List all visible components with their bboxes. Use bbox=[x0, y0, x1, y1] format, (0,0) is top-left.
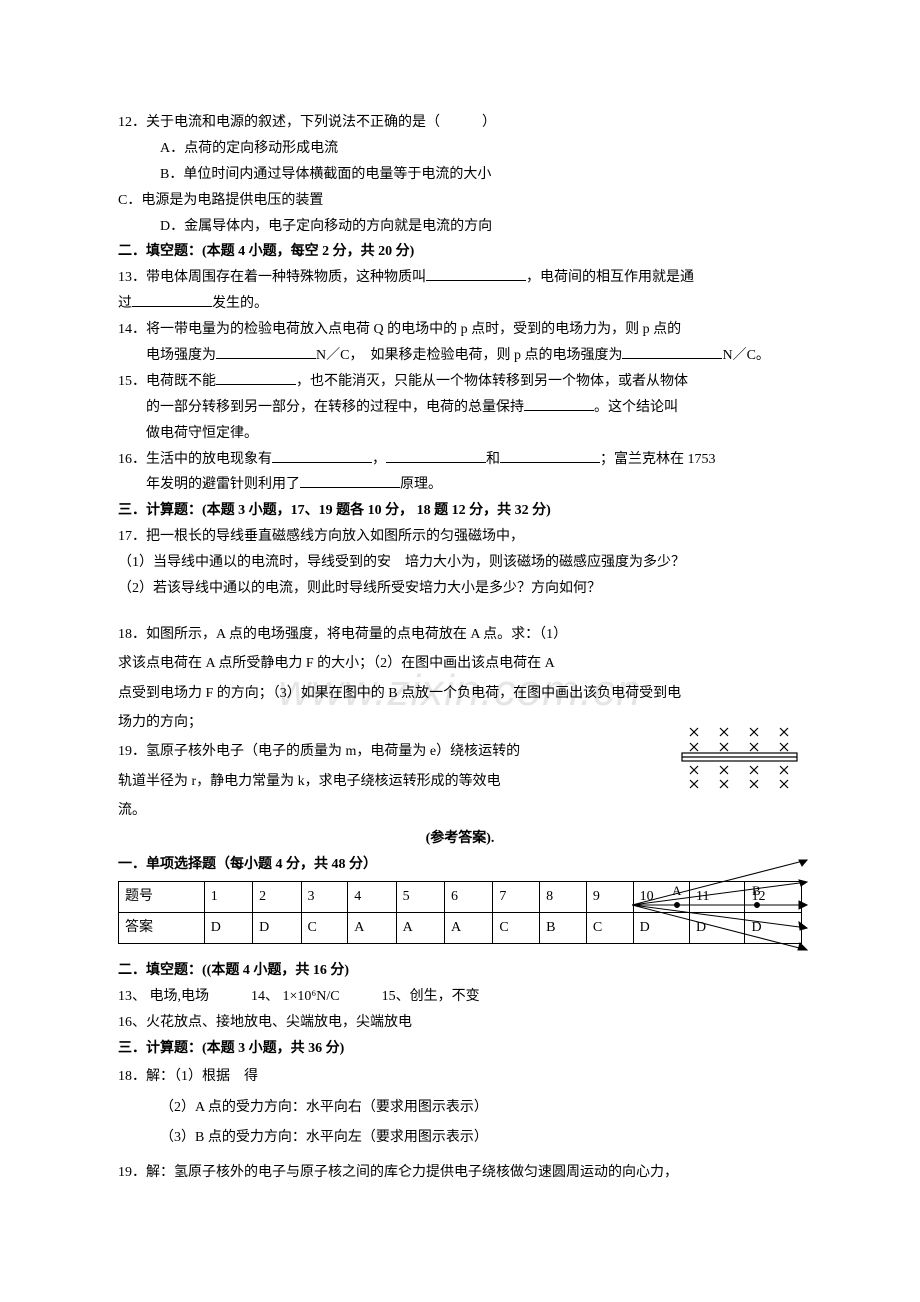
section-3-title: 三．计算题：(本题 3 小题，17、19 题各 10 分， 18 题 12 分，… bbox=[118, 498, 802, 524]
figure-18: A B bbox=[632, 850, 812, 960]
figure-17 bbox=[672, 720, 812, 790]
q12-opt-d: D．金属导体内，电子定向移动的方向就是电流的方向 bbox=[118, 214, 802, 240]
figure-18-label-b: B bbox=[752, 883, 761, 898]
q12-opt-a: A．点荷的定向移动形成电流 bbox=[118, 136, 802, 162]
q15: 15．电荷既不能，也不能消灭，只能从一个物体转移到另一个物体，或者从物体 的一部… bbox=[118, 369, 802, 447]
q17-c: （2）若该导线中通以的电流，则此时导线所受安培力大小是多少？方向如何？ bbox=[118, 576, 802, 602]
answer-18: 18．解：（1）根据 得 （2）A 点的受力方向：水平向右（要求用图示表示） （… bbox=[118, 1062, 802, 1154]
figure-18-label-a: A bbox=[672, 883, 682, 898]
answer-section-2: 二．填空题：((本题 4 小题，共 16 分) bbox=[118, 958, 802, 984]
answer-16: 16、火花放点、接地放电、尖端放电，尖端放电 bbox=[118, 1010, 802, 1036]
answer-13: 13、 电场,电场 14、 1×10⁶N/C 15、创生，不变 bbox=[118, 984, 802, 1010]
answer-19: 19．解：氢原子核外的电子与原子核之间的库仑力提供电子绕核做匀速圆周运动的向心力… bbox=[118, 1160, 802, 1186]
q17-b: （1）当导线中通以的电流时，导线受到的安 培力大小为，则该磁场的磁感应强度为多少… bbox=[118, 550, 802, 576]
section-2-title: 二．填空题：(本题 4 小题，每空 2 分，共 20 分) bbox=[118, 239, 802, 265]
q17-a: 17．把一根长的导线垂直磁感线方向放入如图所示的匀强磁场中， bbox=[118, 524, 802, 550]
q12-opt-c: C．电源是为电路提供电压的装置 bbox=[118, 188, 802, 214]
q13: 13．带电体周围存在着一种特殊物质，这种物质叫，电荷间的相互作用就是通 过发生的… bbox=[118, 265, 802, 317]
q16: 16．生活中的放电现象有，和；富兰克林在 1753 年发明的避雷针则利用了原理。 bbox=[118, 447, 802, 499]
answer-section-3: 三．计算题：(本题 3 小题，共 36 分) bbox=[118, 1036, 802, 1062]
q14: 14．将一带电量为的检验电荷放入点电荷 Q 的电场中的 p 点时，受到的电场力为… bbox=[118, 317, 802, 369]
q12-stem: 12．关于电流和电源的叙述，下列说法不正确的是（ ） bbox=[118, 110, 802, 136]
q12-opt-b: B．单位时间内通过导体横截面的电量等于电流的大小 bbox=[118, 162, 802, 188]
answer-title: (参考答案). bbox=[118, 826, 802, 852]
